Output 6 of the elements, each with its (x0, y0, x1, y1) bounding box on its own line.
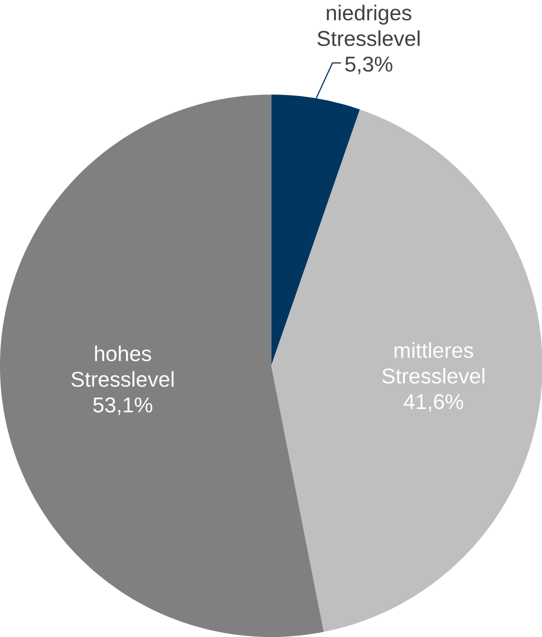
data-label: 5,3% (345, 56, 392, 74)
data-label: 41,6% (404, 394, 463, 412)
slice-label: mittleres Stresslevel (382, 342, 484, 384)
slice-label: niedriges Stresslevel (317, 4, 420, 46)
data-label: 53,1% (93, 397, 152, 416)
slice-label: hohes Stresslevel (71, 346, 174, 387)
